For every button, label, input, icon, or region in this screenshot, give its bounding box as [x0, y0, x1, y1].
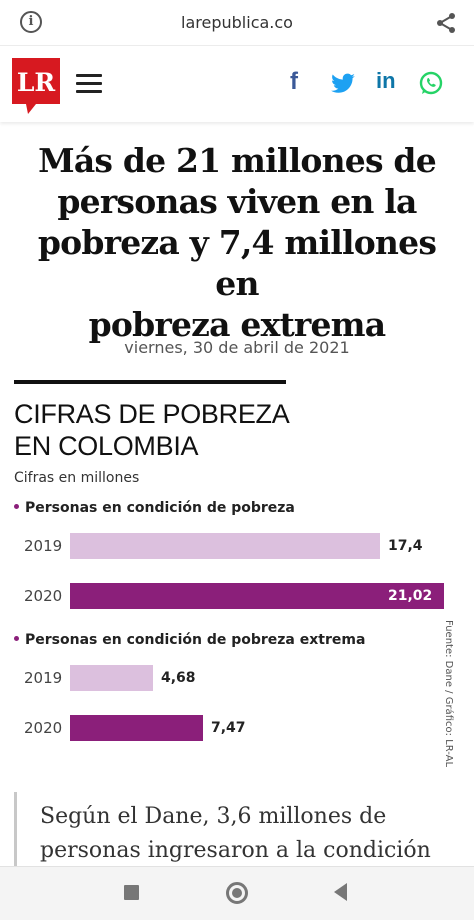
site-header: LR f in — [0, 46, 474, 122]
headline-line: personas viven en la — [57, 182, 417, 221]
facebook-icon[interactable]: f — [290, 68, 298, 95]
year-label: 2020 — [24, 719, 63, 737]
chart-title: CIFRAS DE POBREZA EN COLOMBIA — [14, 398, 334, 462]
share-icon[interactable] — [434, 11, 458, 35]
back-button-icon[interactable] — [334, 883, 347, 901]
home-button-icon[interactable] — [226, 882, 248, 904]
android-nav-bar — [0, 866, 474, 920]
body-line: Según el Dane, 3,6 millones de — [40, 804, 387, 829]
bar-value-label: 4,68 — [161, 670, 196, 686]
chart-title-line: CIFRAS DE POBREZA — [14, 399, 290, 429]
info-icon[interactable]: i — [20, 11, 42, 33]
quote-bar — [14, 792, 17, 866]
chart-bar — [70, 533, 380, 559]
headline-line: pobreza extrema — [88, 305, 387, 344]
chart-bar — [70, 665, 153, 691]
year-label: 2019 — [24, 669, 63, 687]
recents-button-icon[interactable] — [124, 885, 139, 900]
series-label: Personas en condición de pobreza extrema — [14, 632, 365, 648]
url-text[interactable]: larepublica.co — [181, 13, 293, 32]
bar-value-label: 21,02 — [388, 588, 433, 604]
headline-line: Más de 21 millones de — [38, 141, 437, 180]
logo-text: LR — [17, 68, 56, 97]
series-name: Personas en condición de pobreza — [25, 500, 295, 516]
article-body: Según el Dane, 3,6 millones de personas … — [40, 800, 470, 868]
series-label: Personas en condición de pobreza — [14, 500, 295, 516]
headline-line: pobreza y 7,4 millones en — [37, 223, 437, 303]
chart-top-rule — [14, 380, 286, 384]
chart-source: Fuente: Dane / Gráfico: LR-AL — [443, 620, 454, 768]
year-label: 2020 — [24, 587, 63, 605]
whatsapp-icon[interactable] — [418, 68, 444, 98]
article-headline: Más de 21 millones de personas viven en … — [14, 140, 460, 345]
bar-value-label: 7,47 — [211, 720, 246, 736]
twitter-icon[interactable] — [330, 68, 356, 98]
bar-value-label: 17,4 — [388, 538, 423, 554]
body-line: personas ingresaron a la condición — [40, 838, 431, 863]
chart-subtitle: Cifras en millones — [14, 470, 140, 486]
browser-url-bar[interactable]: i larepublica.co — [0, 0, 474, 46]
chart-bar — [70, 583, 444, 609]
article-date: viernes, 30 de abril de 2021 — [124, 338, 350, 357]
year-label: 2019 — [24, 537, 63, 555]
series-name: Personas en condición de pobreza extrema — [25, 632, 366, 648]
linkedin-icon[interactable]: in — [376, 68, 396, 93]
chart-title-line: EN COLOMBIA — [14, 431, 199, 461]
larepublica-logo[interactable]: LR — [12, 58, 60, 114]
series-dot-icon — [14, 635, 19, 641]
series-dot-icon — [14, 503, 19, 509]
hamburger-menu-icon[interactable] — [76, 74, 102, 94]
chart-bar — [70, 715, 203, 741]
